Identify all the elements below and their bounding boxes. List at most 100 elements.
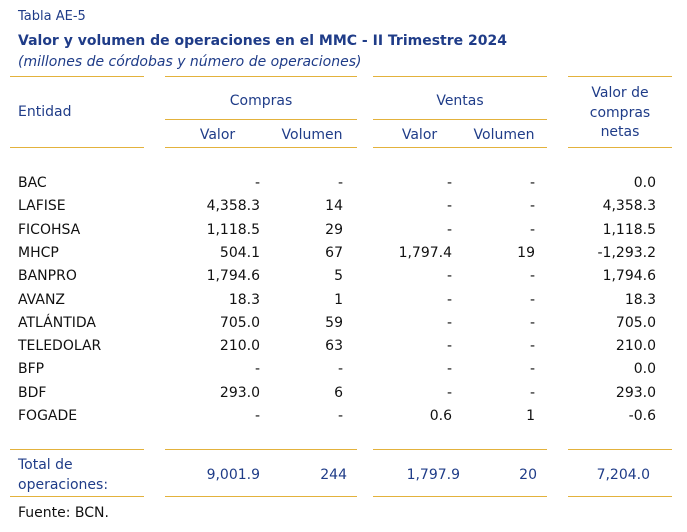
page-title: Valor y volumen de operaciones en el MMC… (18, 33, 507, 49)
total-rule-netas (568, 449, 672, 450)
cell-compras-volumen: 14 (325, 198, 343, 214)
cell-ventas-valor: - (446, 315, 452, 331)
cell-ventas-valor: - (446, 385, 452, 401)
bottom-rule-ventas (373, 496, 547, 497)
cell-compras-volumen: 63 (325, 338, 343, 354)
header-ventas: Ventas (436, 93, 484, 109)
cell-netas: 293.0 (615, 385, 656, 401)
cell-compras-volumen: 6 (334, 385, 343, 401)
header-netas-line2: compras (589, 105, 651, 121)
cell-compras-valor: - (254, 361, 260, 377)
cell-ventas-valor: - (446, 222, 452, 238)
cell-ventas-valor: - (446, 175, 452, 191)
cell-compras-volumen: - (337, 408, 343, 424)
cell-netas: 210.0 (615, 338, 656, 354)
cell-compras-valor: 4,358.3 (206, 198, 260, 214)
header-compras-valor: Valor (199, 127, 236, 143)
cell-compras-valor: 504.1 (219, 245, 260, 261)
ventas-group-rule (373, 119, 547, 120)
cell-entity: BAC (18, 175, 47, 191)
total-label-line1: Total de (18, 457, 73, 473)
cell-ventas-volumen: - (529, 175, 535, 191)
total-rule-compras (165, 449, 357, 450)
cell-entity: FOGADE (18, 408, 78, 424)
cell-ventas-valor: - (446, 292, 452, 308)
cell-ventas-volumen: 1 (526, 408, 535, 424)
cell-ventas-volumen: - (529, 338, 535, 354)
cell-ventas-volumen: - (529, 361, 535, 377)
cell-netas: -0.6 (628, 408, 656, 424)
cell-compras-volumen: - (337, 361, 343, 377)
cell-compras-volumen: - (337, 175, 343, 191)
cell-compras-valor: 1,118.5 (206, 222, 260, 238)
header-rule-compras (165, 147, 357, 148)
top-rule-ventas (373, 76, 547, 77)
header-netas-line1: Valor de (591, 85, 649, 101)
cell-ventas-volumen: - (529, 198, 535, 214)
total-rule-entidad (10, 449, 144, 450)
header-rule-ventas (373, 147, 547, 148)
top-rule-netas (568, 76, 672, 77)
cell-entity: BDF (18, 385, 47, 401)
total-label-line2: operaciones: (18, 477, 109, 493)
cell-compras-valor: - (254, 408, 260, 424)
source-note: Fuente: BCN. (18, 505, 109, 521)
cell-entity: LAFISE (18, 198, 66, 214)
bottom-rule-entidad (10, 496, 144, 497)
cell-compras-volumen: 5 (334, 268, 343, 284)
cell-compras-valor: 1,794.6 (206, 268, 260, 284)
cell-compras-volumen: 59 (325, 315, 343, 331)
header-rule-entidad (10, 147, 144, 148)
header-ventas-valor: Valor (401, 127, 438, 143)
cell-netas: 4,358.3 (602, 198, 656, 214)
header-netas-line3: netas (600, 124, 640, 140)
cell-netas: 0.0 (633, 175, 656, 191)
page-subtitle: (millones de córdobas y número de operac… (18, 54, 362, 70)
header-entidad: Entidad (18, 104, 72, 120)
cell-ventas-volumen: - (529, 315, 535, 331)
cell-entity: BFP (18, 361, 45, 377)
total-compras-volumen: 244 (320, 467, 347, 483)
cell-ventas-valor: - (446, 338, 452, 354)
cell-compras-volumen: 1 (334, 292, 343, 308)
header-ventas-volumen: Volumen (473, 127, 535, 143)
cell-compras-valor: 705.0 (219, 315, 260, 331)
cell-ventas-valor: 1,797.4 (398, 245, 452, 261)
cell-ventas-volumen: 19 (517, 245, 535, 261)
cell-ventas-volumen: - (529, 385, 535, 401)
bottom-rule-netas (568, 496, 672, 497)
cell-compras-valor: 210.0 (219, 338, 260, 354)
cell-ventas-valor: 0.6 (429, 408, 452, 424)
cell-entity: BANPRO (18, 268, 77, 284)
total-ventas-volumen: 20 (519, 467, 537, 483)
cell-ventas-volumen: - (529, 222, 535, 238)
header-compras: Compras (229, 93, 293, 109)
cell-entity: TELEDOLAR (18, 338, 102, 354)
cell-ventas-valor: - (446, 268, 452, 284)
cell-entity: ATLÁNTIDA (18, 315, 97, 331)
table-label: Tabla AE-5 (18, 9, 86, 24)
cell-compras-valor: - (254, 175, 260, 191)
bottom-rule-compras (165, 496, 357, 497)
cell-compras-valor: 18.3 (228, 292, 260, 308)
total-rule-ventas (373, 449, 547, 450)
cell-compras-volumen: 29 (325, 222, 343, 238)
header-rule-netas (568, 147, 672, 148)
cell-netas: 1,794.6 (602, 268, 656, 284)
cell-ventas-volumen: - (529, 292, 535, 308)
cell-netas: 1,118.5 (602, 222, 656, 238)
cell-compras-volumen: 67 (325, 245, 343, 261)
top-rule-compras (165, 76, 357, 77)
total-compras-valor: 9,001.9 (206, 467, 260, 483)
cell-ventas-valor: - (446, 361, 452, 377)
cell-netas: -1,293.2 (597, 245, 657, 261)
cell-entity: MHCP (18, 245, 59, 261)
cell-entity: FICOHSA (18, 222, 81, 238)
cell-netas: 705.0 (615, 315, 656, 331)
top-rule-entidad (10, 76, 144, 77)
cell-netas: 0.0 (633, 361, 656, 377)
cell-ventas-valor: - (446, 198, 452, 214)
compras-group-rule (165, 119, 357, 120)
total-ventas-valor: 1,797.9 (406, 467, 460, 483)
total-netas: 7,204.0 (596, 467, 650, 483)
